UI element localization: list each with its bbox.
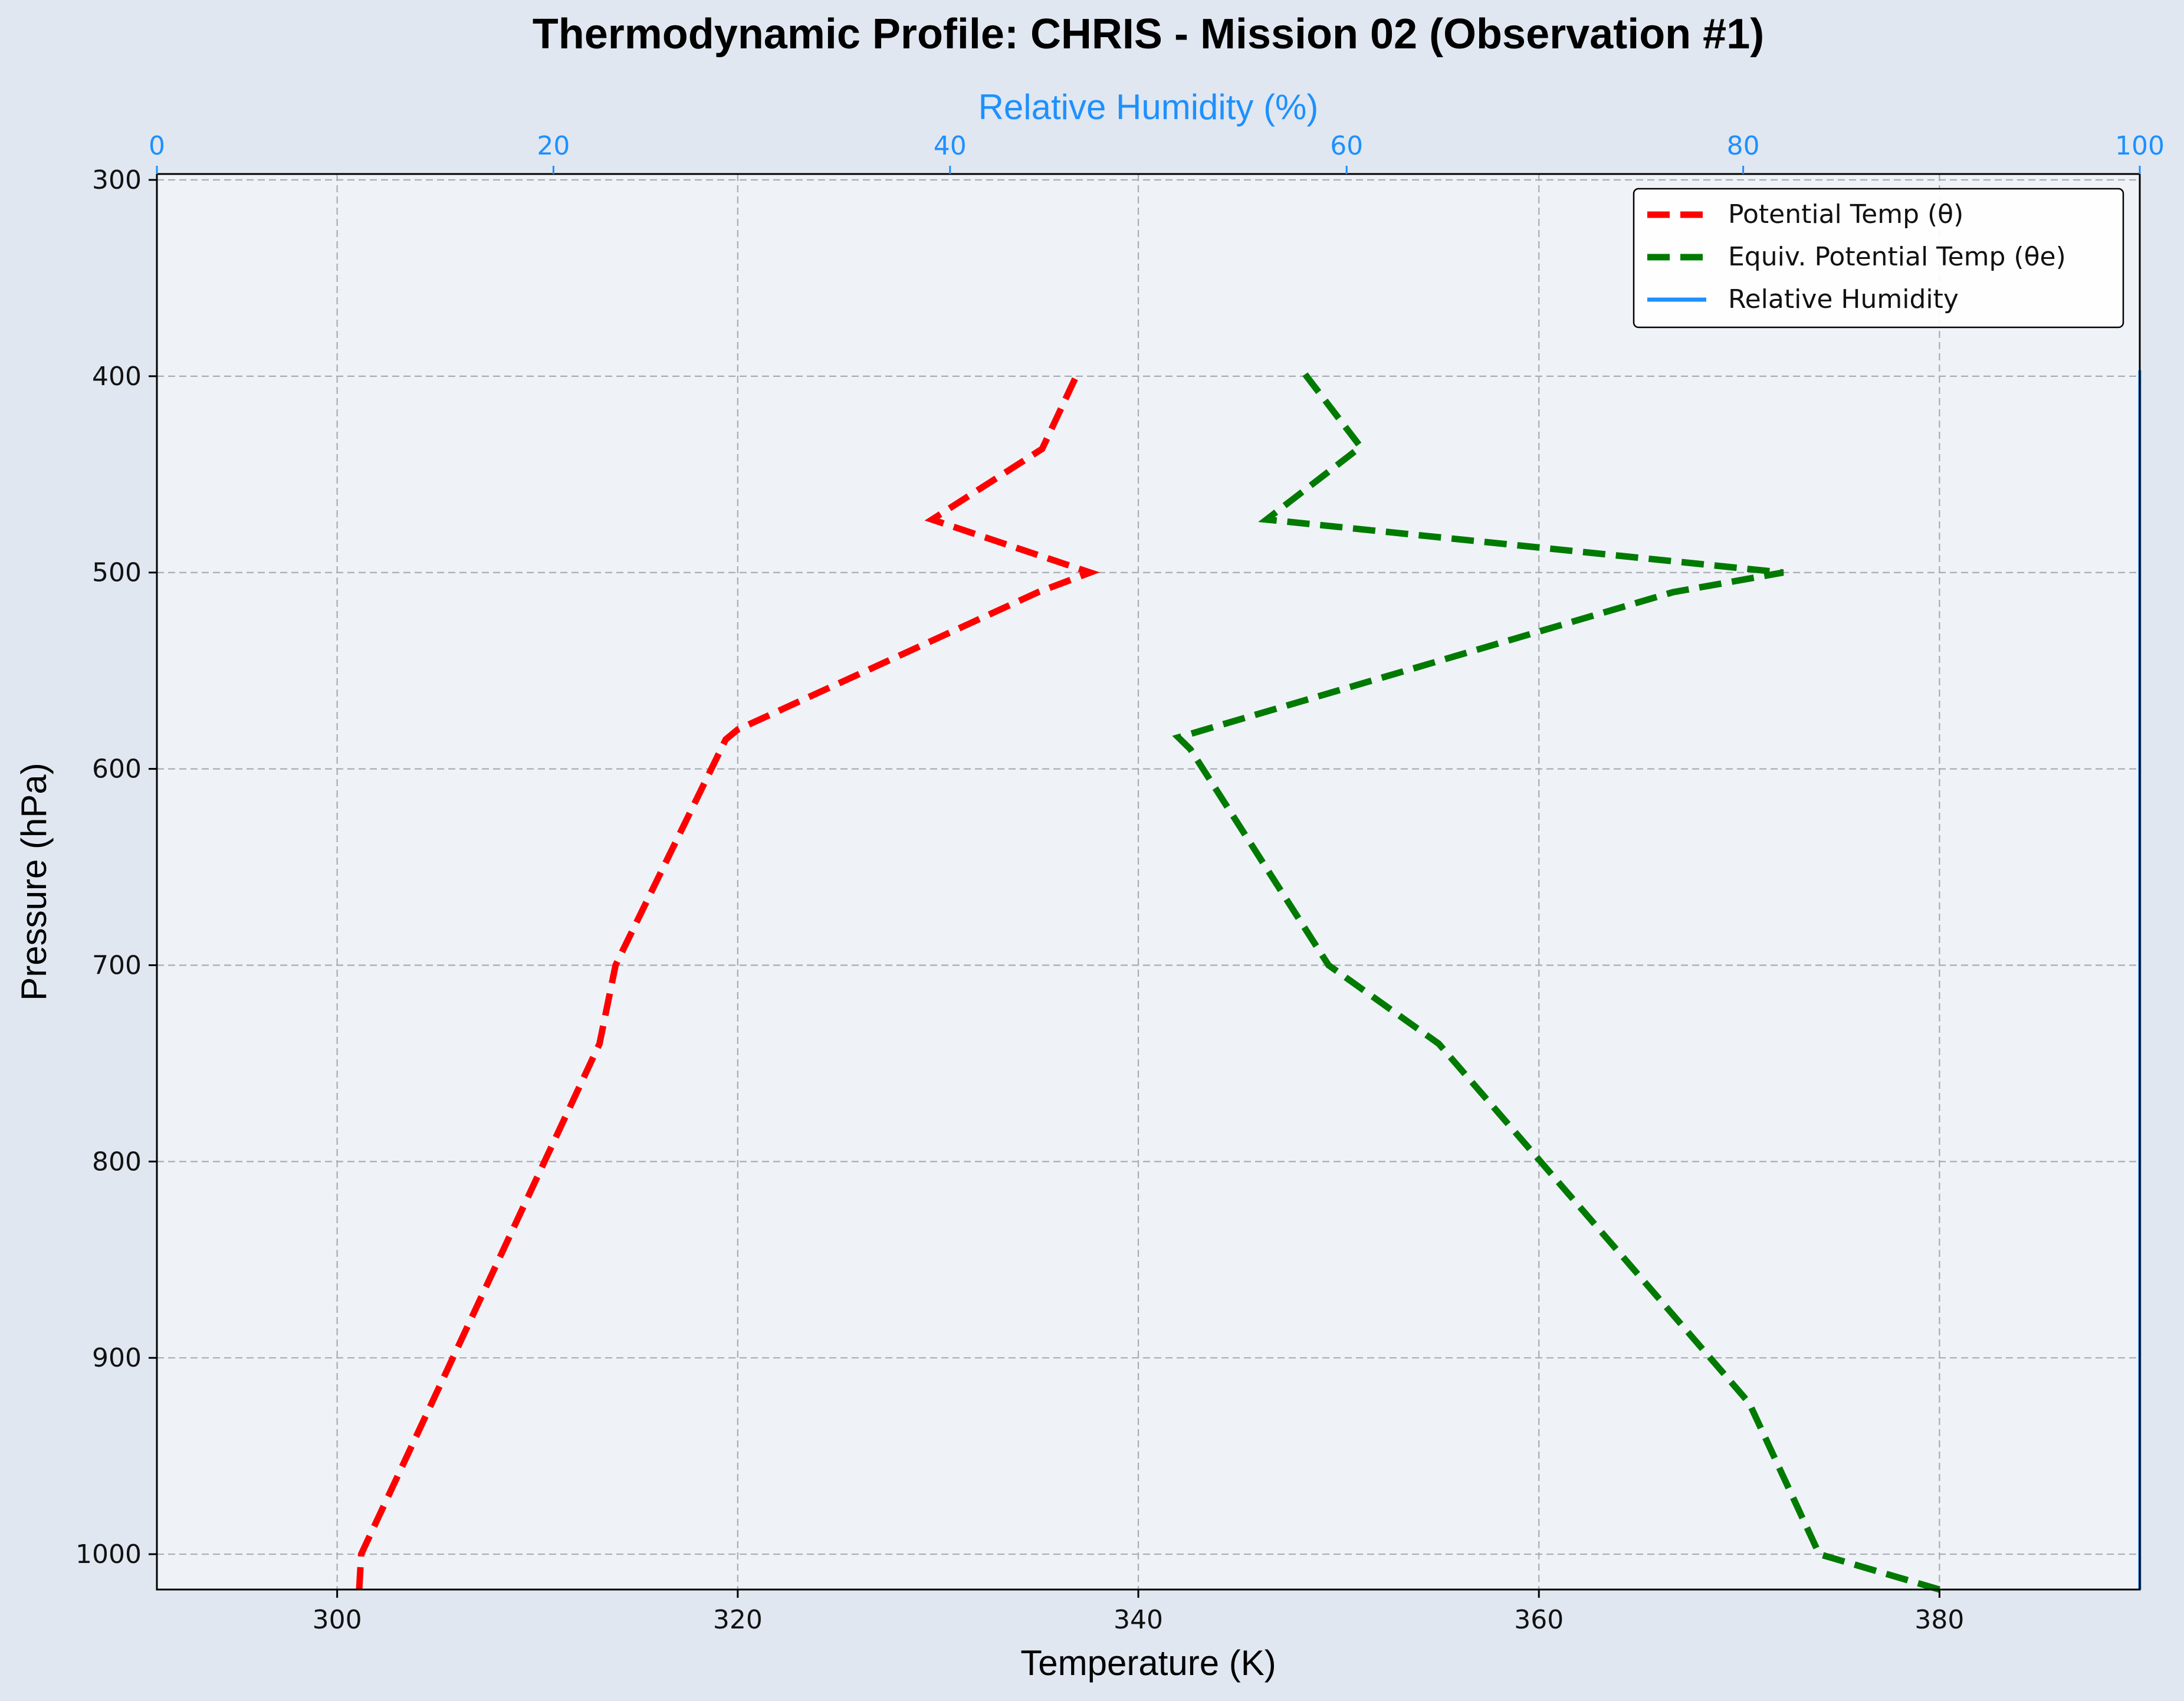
- legend-label-rh: Relative Humidity: [1728, 284, 1959, 314]
- legend-label-theta: Potential Temp (θ): [1728, 199, 1963, 229]
- x2-tick-label: 60: [1330, 131, 1363, 161]
- legend-label-theta-e: Equiv. Potential Temp (θe): [1728, 242, 2066, 272]
- series-line-theta: [356, 370, 1100, 1590]
- y-tick-label: 700: [92, 950, 142, 980]
- x-tick-label: 380: [1914, 1605, 1964, 1635]
- x2-tick-label: 40: [934, 131, 967, 161]
- axes: 300 320 340 360 3803004005006007008009001000…: [75, 131, 2165, 1635]
- y-tick-label: 900: [92, 1343, 142, 1373]
- y-axis-label: Pressure (hPa): [14, 763, 54, 1000]
- plot-area: [157, 174, 2140, 1590]
- x2-tick-label: 0: [149, 131, 165, 161]
- series-line-theta-e: [1172, 368, 1940, 1593]
- x2-tick-label: 100: [2115, 131, 2165, 161]
- plot-frame: [156, 173, 2141, 1591]
- x-tick-label: 340: [1114, 1605, 1163, 1635]
- x2-axis-label: Relative Humidity (%): [978, 87, 1319, 127]
- x2-tick-label: 80: [1727, 131, 1760, 161]
- y-tick-label: 400: [92, 362, 142, 392]
- x-tick-label: 320: [713, 1605, 763, 1635]
- x-tick-label: 300: [313, 1605, 362, 1635]
- y-tick-label: 1000: [75, 1539, 142, 1569]
- y-tick-label: 600: [92, 754, 142, 784]
- x-axis-label: Temperature (K): [1020, 1643, 1276, 1683]
- legend: Potential Temp (θ) Equiv. Potential Temp…: [1633, 188, 2124, 329]
- x-tick-label: 360: [1514, 1605, 1564, 1635]
- chart-title: Thermodynamic Profile: CHRIS - Mission 0…: [533, 11, 1764, 58]
- legend-box: [1633, 188, 2124, 329]
- grid: [157, 174, 2140, 1590]
- y-tick-label: 500: [92, 558, 142, 588]
- x2-tick-label: 20: [537, 131, 570, 161]
- y-tick-label: 800: [92, 1147, 142, 1177]
- y-tick-label: 300: [92, 165, 142, 195]
